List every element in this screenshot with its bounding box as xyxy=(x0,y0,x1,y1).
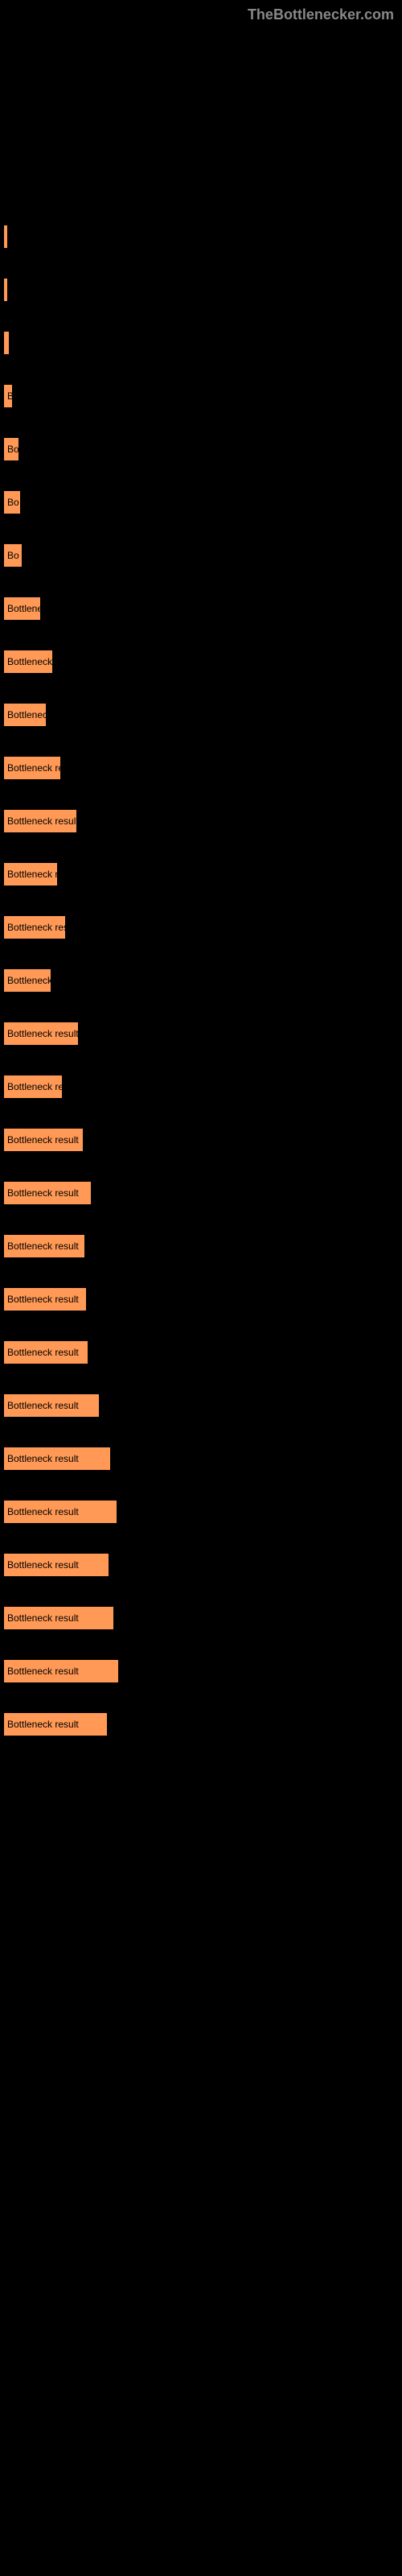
bar-row: Bottleneck result xyxy=(4,1501,402,1523)
bar-label: Bottlenec xyxy=(7,709,46,720)
bar-label: Bottleneck result xyxy=(7,815,76,827)
bar-row: Bottleneck result xyxy=(4,1235,402,1257)
bar-label: Bottleneck result xyxy=(7,1559,79,1571)
bar-label: Bottleneck result xyxy=(7,1506,79,1517)
bar-row: Bottlenec xyxy=(4,704,402,726)
bar: Bottleneck result xyxy=(4,1182,91,1204)
bar: Bottleneck result xyxy=(4,810,76,832)
bar-row: Bottleneck result xyxy=(4,1341,402,1364)
bar-row: Bottleneck xyxy=(4,969,402,992)
bar: Bottleneck result xyxy=(4,1235,84,1257)
watermark-text: TheBottlenecker.com xyxy=(248,6,394,23)
bar-label: B xyxy=(7,390,12,402)
bar: Bottleneck r xyxy=(4,650,52,673)
bar-label: Bottleneck re xyxy=(7,869,57,880)
bar: Bottlene xyxy=(4,597,40,620)
bar: Bottleneck res xyxy=(4,757,60,779)
bar-row: Bottleneck re xyxy=(4,863,402,886)
bar-label: Bottleneck result xyxy=(7,1453,79,1464)
bar-row: Bottleneck result xyxy=(4,1554,402,1576)
bar: Bottleneck re xyxy=(4,863,57,886)
bar: Bottleneck result xyxy=(4,1288,86,1311)
bar-label: Bottleneck result xyxy=(7,1294,79,1305)
bar: Bo xyxy=(4,438,18,460)
bar-row: Bottleneck result xyxy=(4,1660,402,1682)
bar-label: Bottlene xyxy=(7,603,40,614)
bar-label: Bottleneck result xyxy=(7,1719,79,1730)
bar: B xyxy=(4,385,12,407)
bar-row: Bottleneck result xyxy=(4,1288,402,1311)
bar: Bo xyxy=(4,491,20,514)
bar-label: Bottleneck result xyxy=(7,1666,79,1677)
bar-row: Bottlene xyxy=(4,597,402,620)
bar-row: Bottleneck res xyxy=(4,1075,402,1098)
bar-row: B xyxy=(4,385,402,407)
bar: Bottleneck result xyxy=(4,1129,83,1151)
bar-row: Bottleneck result xyxy=(4,1713,402,1736)
bar: Bottleneck res xyxy=(4,1075,62,1098)
bar xyxy=(4,279,7,301)
bar-row: Bottleneck res xyxy=(4,757,402,779)
bar-row: Bo xyxy=(4,491,402,514)
bar-label: Bottleneck result xyxy=(7,1187,79,1199)
bar: Bo xyxy=(4,544,22,567)
bar-row xyxy=(4,279,402,301)
bar-row: Bottleneck result xyxy=(4,1447,402,1470)
bar-label: Bottleneck result xyxy=(7,1612,79,1624)
bar-label: Bottleneck result xyxy=(7,1400,79,1411)
bar-row xyxy=(4,225,402,248)
bar-row: Bottleneck result xyxy=(4,1182,402,1204)
bar-chart: B Bo Bo Bo Bottlene Bottleneck r Bottlenec Bott… xyxy=(0,0,402,1736)
bar: Bottleneck result xyxy=(4,1554,109,1576)
bar-label: Bottleneck xyxy=(7,975,51,986)
bar-row: Bottleneck result xyxy=(4,1129,402,1151)
bar-label: Bottleneck res xyxy=(7,1081,62,1092)
bar-row: Bo xyxy=(4,438,402,460)
bar: Bottlenec xyxy=(4,704,46,726)
bar-row: Bottleneck resu xyxy=(4,916,402,939)
bar: Bottleneck xyxy=(4,969,51,992)
bar xyxy=(4,332,9,354)
bar-label: Bottleneck r xyxy=(7,656,52,667)
bar-row: Bottleneck result xyxy=(4,1394,402,1417)
bar-label: Bo xyxy=(7,497,19,508)
bar-row: Bottleneck result xyxy=(4,1022,402,1045)
bar-row xyxy=(4,332,402,354)
bar: Bottleneck result xyxy=(4,1447,110,1470)
bar-label: Bo xyxy=(7,444,18,455)
bar: Bottleneck result xyxy=(4,1660,118,1682)
bar: Bottleneck result xyxy=(4,1394,99,1417)
bar-label: Bo xyxy=(7,550,19,561)
bar-row: Bottleneck result xyxy=(4,1607,402,1629)
bar xyxy=(4,225,7,248)
bar: Bottleneck result xyxy=(4,1501,117,1523)
bar-row: Bottleneck r xyxy=(4,650,402,673)
bar: Bottleneck resu xyxy=(4,916,65,939)
bar-row: Bottleneck result xyxy=(4,810,402,832)
bar-label: Bottleneck result xyxy=(7,1134,79,1146)
bar-row: Bo xyxy=(4,544,402,567)
bar-label: Bottleneck resu xyxy=(7,922,65,933)
bar-label: Bottleneck res xyxy=(7,762,60,774)
bar: Bottleneck result xyxy=(4,1022,78,1045)
bar: Bottleneck result xyxy=(4,1341,88,1364)
bar-label: Bottleneck result xyxy=(7,1241,79,1252)
bar-label: Bottleneck result xyxy=(7,1028,78,1039)
bar-label: Bottleneck result xyxy=(7,1347,79,1358)
bar: Bottleneck result xyxy=(4,1713,107,1736)
bar: Bottleneck result xyxy=(4,1607,113,1629)
